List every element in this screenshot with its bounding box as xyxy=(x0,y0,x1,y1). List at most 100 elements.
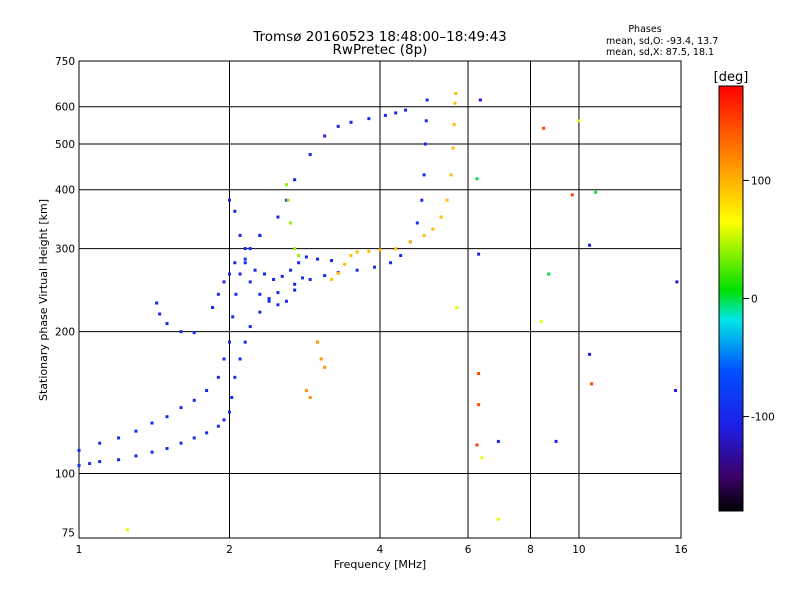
data-point xyxy=(233,375,237,379)
data-point xyxy=(349,254,353,258)
data-point xyxy=(263,272,267,276)
data-point xyxy=(88,462,92,466)
data-point xyxy=(424,119,428,123)
data-point xyxy=(117,458,121,462)
data-point xyxy=(158,312,162,316)
data-point xyxy=(243,340,247,344)
data-point xyxy=(588,243,592,247)
data-point xyxy=(343,262,347,266)
y-tick-label: 200 xyxy=(55,327,75,339)
data-point xyxy=(330,277,334,281)
data-point xyxy=(477,252,481,256)
data-point xyxy=(238,233,242,237)
data-point xyxy=(308,277,312,281)
data-point xyxy=(420,198,424,202)
data-point xyxy=(399,254,403,258)
data-point xyxy=(594,190,598,194)
data-point xyxy=(205,431,209,435)
data-point xyxy=(336,271,340,275)
data-point xyxy=(233,261,237,265)
y-tick-label: 75 xyxy=(62,527,75,539)
data-point xyxy=(445,198,449,202)
x-tick-label: 2 xyxy=(226,544,233,556)
x-tick-label: 10 xyxy=(572,544,585,556)
data-point xyxy=(272,277,276,281)
x-tick-label: 1 xyxy=(76,544,83,556)
data-point xyxy=(451,146,455,150)
data-point xyxy=(453,101,457,105)
data-point xyxy=(228,340,231,344)
data-point xyxy=(452,123,456,127)
data-point xyxy=(228,410,231,414)
data-point xyxy=(216,424,220,428)
data-point xyxy=(231,315,235,319)
data-point xyxy=(496,517,500,521)
data-point xyxy=(349,120,353,124)
y-tick-label: 600 xyxy=(55,102,75,114)
data-point xyxy=(316,340,320,344)
data-point xyxy=(454,91,458,95)
data-point xyxy=(77,448,81,452)
data-point xyxy=(165,447,169,451)
data-point xyxy=(205,389,209,393)
data-point xyxy=(330,259,334,263)
data-point xyxy=(477,403,481,407)
x-tick-label: 6 xyxy=(465,544,472,556)
colorbar-fill xyxy=(718,85,744,512)
phase-info-x: mean, sd,X: 87.5, 18.1 xyxy=(606,47,714,58)
data-point xyxy=(539,320,543,324)
y-tick-label: 750 xyxy=(55,56,75,68)
x-axis-ticks: 1 2 4 6 8 10 16 xyxy=(76,544,688,556)
data-point xyxy=(293,178,297,182)
data-point xyxy=(243,261,247,265)
data-point xyxy=(258,233,262,237)
y-tick-label: 300 xyxy=(55,244,75,256)
y-tick-label: 100 xyxy=(55,469,75,481)
data-point xyxy=(211,306,215,310)
data-point xyxy=(222,280,226,284)
data-point xyxy=(258,292,262,296)
data-point xyxy=(323,134,327,138)
data-point xyxy=(323,274,327,278)
data-point xyxy=(192,331,196,335)
data-point xyxy=(480,456,484,460)
data-point xyxy=(267,299,271,303)
data-point xyxy=(355,250,359,254)
data-point xyxy=(475,443,479,447)
y-tick-label: 400 xyxy=(55,185,75,197)
data-point xyxy=(394,111,398,115)
data-point xyxy=(293,288,297,292)
data-point xyxy=(216,292,220,296)
y-tick-label: 500 xyxy=(55,139,75,151)
y-axis-label: Stationary phase Virtual Height [km] xyxy=(37,199,50,401)
data-point xyxy=(293,247,297,251)
data-point xyxy=(179,441,183,445)
x-axis-label: Frequency [MHz] xyxy=(334,558,426,571)
data-point xyxy=(77,464,81,468)
colorbar-ticks: 100 0 -100 xyxy=(743,175,775,424)
data-point xyxy=(289,221,293,225)
phase-info-o: mean, sd,O: -93.4, 13.7 xyxy=(606,36,718,47)
data-point xyxy=(258,310,262,314)
data-point xyxy=(293,282,297,286)
data-point xyxy=(378,248,382,252)
data-point xyxy=(367,117,371,121)
data-point xyxy=(496,439,500,443)
data-point xyxy=(336,124,340,128)
data-point xyxy=(233,209,237,213)
data-point xyxy=(165,322,169,326)
data-point xyxy=(319,357,323,361)
data-point xyxy=(253,268,257,272)
data-point xyxy=(415,221,419,225)
data-point xyxy=(674,389,678,393)
plot-area: 1 2 4 6 8 10 16 75 100 200 300 400 500 600 750 xyxy=(55,56,688,556)
data-point xyxy=(222,418,226,422)
data-point xyxy=(248,325,252,329)
data-point xyxy=(422,233,426,237)
data-point xyxy=(477,372,481,376)
data-point xyxy=(478,98,482,102)
data-point xyxy=(423,142,427,146)
data-point xyxy=(394,247,398,251)
data-point xyxy=(439,215,443,219)
data-point xyxy=(588,352,592,356)
